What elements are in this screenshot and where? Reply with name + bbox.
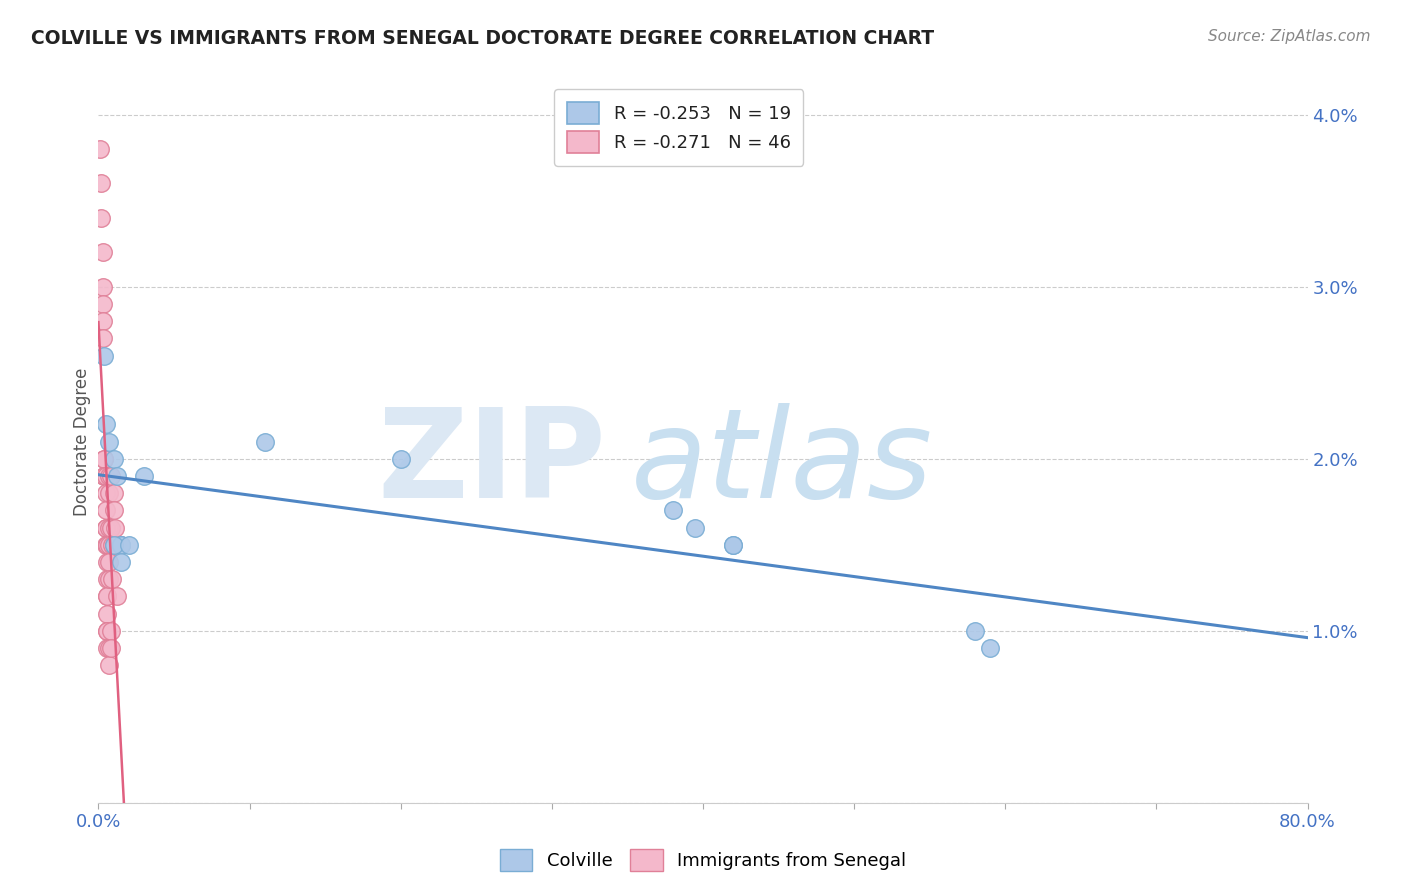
Point	[100, 469, 122, 483]
Point	[98, 469, 121, 483]
Point	[90, 211, 112, 225]
Point	[98, 520, 121, 534]
Point	[90, 177, 112, 191]
Point	[94, 503, 117, 517]
Point	[253, 434, 276, 449]
Point	[723, 538, 745, 552]
Point	[91, 279, 114, 293]
Point	[661, 503, 683, 517]
Point	[103, 451, 125, 466]
Point	[101, 572, 124, 586]
Legend: R = -0.253   N = 19, R = -0.271   N = 46: R = -0.253 N = 19, R = -0.271 N = 46	[554, 89, 803, 166]
Point	[96, 538, 118, 552]
Text: ZIP: ZIP	[378, 402, 606, 524]
Point	[89, 142, 111, 156]
Point	[96, 590, 118, 604]
Point	[96, 590, 118, 604]
Point	[103, 538, 125, 552]
Point	[685, 520, 707, 534]
Point	[94, 469, 117, 483]
Point	[110, 538, 132, 552]
Point	[100, 520, 122, 534]
Point	[93, 451, 115, 466]
Point	[94, 417, 117, 432]
Point	[91, 331, 114, 345]
Text: Source: ZipAtlas.com: Source: ZipAtlas.com	[1208, 29, 1371, 44]
Point	[100, 640, 122, 655]
Point	[91, 297, 114, 311]
Text: COLVILLE VS IMMIGRANTS FROM SENEGAL DOCTORATE DEGREE CORRELATION CHART: COLVILLE VS IMMIGRANTS FROM SENEGAL DOCT…	[31, 29, 934, 47]
Text: atlas: atlas	[630, 402, 932, 524]
Point	[93, 469, 115, 483]
Legend: Colville, Immigrants from Senegal: Colville, Immigrants from Senegal	[492, 842, 914, 879]
Point	[94, 520, 117, 534]
Point	[98, 434, 121, 449]
Point	[98, 658, 121, 673]
Point	[103, 486, 125, 500]
Point	[94, 520, 117, 534]
Point	[105, 590, 128, 604]
Point	[103, 503, 125, 517]
Point	[98, 640, 121, 655]
Point	[110, 538, 132, 552]
Point	[103, 538, 125, 552]
Point	[101, 538, 124, 552]
Point	[98, 486, 121, 500]
Point	[94, 486, 117, 500]
Point	[98, 538, 121, 552]
Point	[94, 538, 117, 552]
Point	[965, 624, 987, 638]
Point	[389, 451, 412, 466]
Point	[98, 572, 121, 586]
Point	[104, 520, 127, 534]
Point	[110, 538, 132, 552]
Point	[96, 640, 118, 655]
Point	[93, 469, 115, 483]
Point	[96, 624, 118, 638]
Point	[723, 538, 745, 552]
Point	[132, 469, 155, 483]
Point	[93, 349, 115, 363]
Point	[110, 555, 132, 569]
Point	[96, 607, 118, 621]
Point	[91, 245, 114, 260]
Point	[979, 640, 1001, 655]
Point	[93, 451, 115, 466]
Y-axis label: Doctorate Degree: Doctorate Degree	[73, 368, 91, 516]
Point	[118, 538, 141, 552]
Point	[96, 624, 118, 638]
Point	[100, 624, 122, 638]
Point	[96, 572, 118, 586]
Point	[98, 555, 121, 569]
Point	[91, 314, 114, 328]
Point	[105, 469, 128, 483]
Point	[96, 555, 118, 569]
